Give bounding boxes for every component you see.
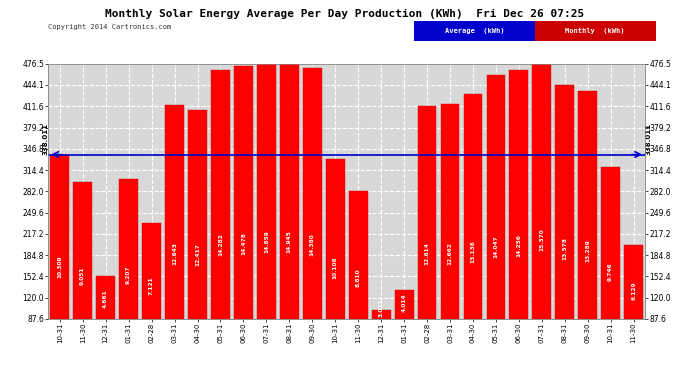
Text: Monthly Solar Energy Average Per Day Production (KWh)  Fri Dec 26 07:25: Monthly Solar Energy Average Per Day Pro… <box>106 9 584 20</box>
Bar <box>372 310 391 319</box>
Bar <box>280 56 299 319</box>
Text: Copyright 2014 Cartronics.com: Copyright 2014 Cartronics.com <box>48 24 172 30</box>
Text: 9.746: 9.746 <box>608 262 613 281</box>
Text: 14.478: 14.478 <box>241 232 246 255</box>
Text: 14.859: 14.859 <box>264 231 269 254</box>
Bar <box>464 94 482 319</box>
Bar <box>417 105 437 319</box>
Text: 3.071: 3.071 <box>379 298 384 316</box>
Bar <box>50 155 69 319</box>
Text: 338.011: 338.011 <box>645 123 651 154</box>
Text: 14.380: 14.380 <box>310 233 315 256</box>
Text: 4.014: 4.014 <box>402 293 406 312</box>
Text: 10.309: 10.309 <box>57 255 62 278</box>
Bar <box>188 110 207 319</box>
Text: 14.256: 14.256 <box>516 234 522 256</box>
Text: 338.011: 338.011 <box>42 123 48 154</box>
Bar <box>234 66 253 319</box>
Text: 7.121: 7.121 <box>149 276 154 295</box>
Bar <box>578 91 597 319</box>
Text: 13.136: 13.136 <box>471 240 475 262</box>
Text: Average  (kWh): Average (kWh) <box>444 28 504 34</box>
Bar <box>555 85 574 319</box>
Text: 9.207: 9.207 <box>126 265 131 284</box>
Text: 12.662: 12.662 <box>448 242 453 265</box>
Bar <box>326 159 345 319</box>
Text: 14.945: 14.945 <box>287 230 292 253</box>
Text: 12.614: 12.614 <box>424 243 430 266</box>
Text: 12.417: 12.417 <box>195 244 200 267</box>
Bar <box>211 70 230 319</box>
Bar <box>142 224 161 319</box>
Bar <box>165 105 184 319</box>
Text: 4.661: 4.661 <box>104 290 108 308</box>
Text: 13.578: 13.578 <box>562 237 567 260</box>
Bar <box>624 244 643 319</box>
Text: 14.047: 14.047 <box>493 235 498 258</box>
Text: 9.051: 9.051 <box>80 266 86 285</box>
Text: 13.289: 13.289 <box>585 239 590 262</box>
Bar <box>257 57 276 319</box>
Bar <box>395 290 413 319</box>
Text: 12.643: 12.643 <box>172 242 177 265</box>
Bar <box>486 75 505 319</box>
Text: 6.129: 6.129 <box>631 282 636 300</box>
Text: 14.282: 14.282 <box>218 234 223 256</box>
Bar <box>601 167 620 319</box>
Text: 8.610: 8.610 <box>356 268 361 287</box>
Bar <box>97 276 115 319</box>
Text: 15.370: 15.370 <box>540 228 544 251</box>
Text: Monthly  (kWh): Monthly (kWh) <box>565 28 625 34</box>
Bar <box>533 46 551 319</box>
Bar <box>509 70 529 319</box>
Bar <box>303 68 322 319</box>
Bar <box>73 182 92 319</box>
Bar <box>348 191 368 319</box>
Text: 10.108: 10.108 <box>333 256 337 279</box>
Bar <box>119 178 138 319</box>
Bar <box>441 105 460 319</box>
